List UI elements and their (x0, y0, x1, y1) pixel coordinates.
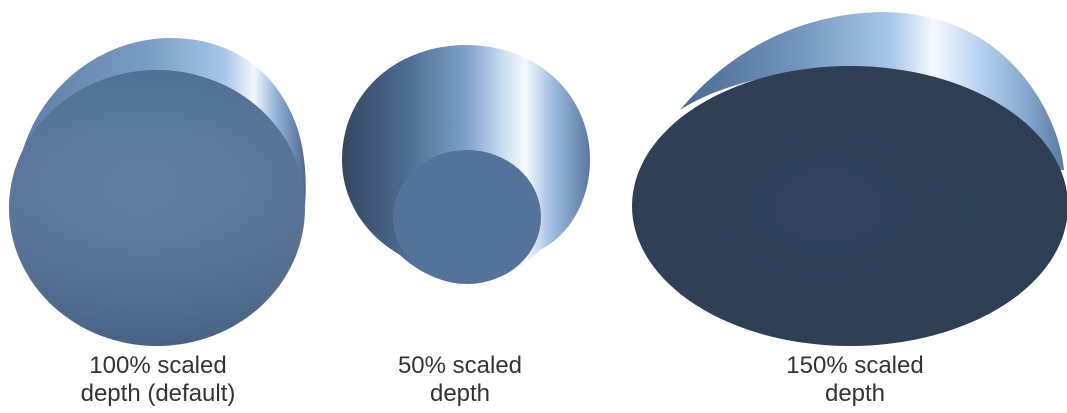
caption-100-percent: 100% scaled depth (default) (40, 352, 276, 408)
shape-50-percent (342, 45, 590, 284)
shape-100-percent (9, 37, 306, 346)
caption-50-line2: depth (429, 380, 491, 407)
caption-150-percent: 150% scaled depth (740, 352, 970, 408)
shape-100-front-face-shade (9, 70, 305, 346)
caption-150-line2: depth (824, 380, 886, 407)
caption-100-line1: 100% scaled (89, 352, 227, 379)
caption-50-line1: 50% scaled (397, 352, 523, 379)
caption-50-percent: 50% scaled depth (350, 352, 570, 408)
shape-50-front-face (393, 150, 541, 284)
shape-150-body (680, 12, 1064, 170)
shape-150-percent (632, 12, 1067, 346)
shape-150-front-face (632, 66, 1067, 346)
caption-100-line2: depth (default) (80, 380, 236, 407)
caption-150-line1: 150% scaled (786, 352, 924, 379)
